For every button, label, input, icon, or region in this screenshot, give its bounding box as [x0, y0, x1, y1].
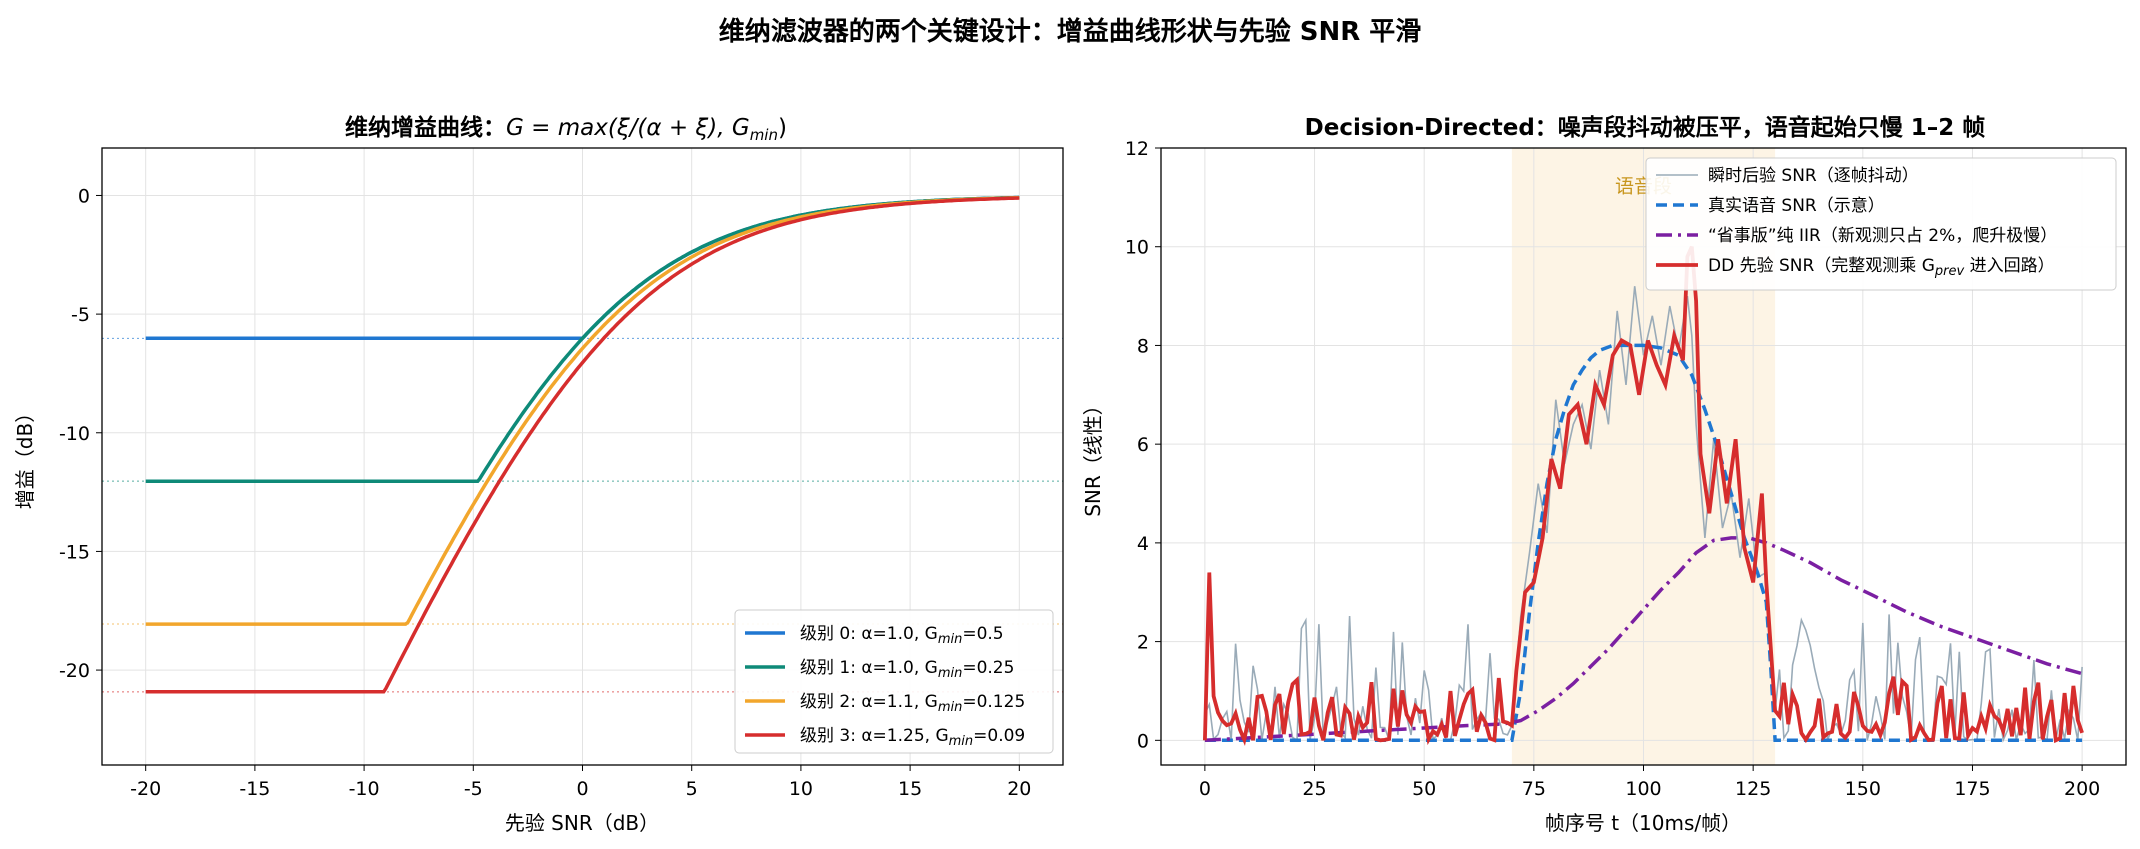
right-legend-label-0: 瞬时后验 SNR（逐帧抖动） [1708, 166, 1919, 186]
right-y-tick-label: 0 [1137, 730, 1149, 752]
left-title-formula: G = max(ξ/(α + ξ), G [506, 115, 750, 141]
left-y-tick-label: -10 [59, 423, 90, 445]
right-y-tick-label: 2 [1137, 632, 1149, 654]
legend-label-level-2: 级别 2: α=1.1, Gmin=0.125 [800, 692, 1025, 715]
right-x-tick-label: 175 [1954, 778, 1990, 800]
snr-series-line-2 [1204, 536, 2083, 743]
left-x-tick-label: -15 [239, 778, 270, 800]
snr-series-line-1 [1204, 343, 2083, 743]
snr-series-line-3 [1203, 245, 2084, 747]
right-legend-label-2: “省事版”纯 IIR（新观测只占 2%，爬升极慢） [1708, 225, 2057, 246]
right-x-tick-label: 150 [1845, 778, 1881, 800]
right-x-tick-label: 200 [2064, 778, 2100, 800]
left-y-tick-label: -15 [59, 541, 90, 563]
gain-curve-panel: 维纳增益曲线：G = max(ξ/(α + ξ), Gmin) -20 -15 -1… [13, 114, 1064, 835]
right-legend-label-1: 真实语音 SNR（示意） [1708, 196, 1885, 216]
left-x-tick-label: 15 [898, 778, 922, 800]
right-legend: 瞬时后验 SNR（逐帧抖动） 真实语音 SNR（示意） “省事版”纯 IIR（新观测… [1645, 157, 2117, 291]
left-y-tick-label: -20 [59, 660, 90, 682]
left-x-tick-label: 20 [1007, 778, 1031, 800]
legend-label-level-3: 级别 3: α=1.25, Gmin=0.09 [800, 726, 1025, 749]
right-y-tick-label: 6 [1137, 434, 1149, 456]
right-x-tick-label: 100 [1625, 778, 1661, 800]
right-legend-box [1645, 157, 2117, 291]
right-x-tick-label: 25 [1302, 778, 1326, 800]
figure-suptitle: 维纳滤波器的两个关键设计：增益曲线形状与先验 SNR 平滑 [719, 16, 1422, 47]
left-x-tick-label: -5 [464, 778, 483, 800]
left-panel-title: 维纳增益曲线：G = max(ξ/(α + ξ), Gmin) [345, 114, 787, 144]
left-title-formula-sub: min [750, 126, 778, 144]
right-x-tick-label: 0 [1199, 778, 1211, 800]
right-y-axis-label: SNR（线性） [1081, 395, 1105, 517]
snr-series-line-0 [1204, 286, 2083, 743]
gain-curve-line-level-3 [145, 196, 1020, 694]
left-x-axis-label: 先验 SNR（dB） [505, 811, 659, 835]
dd-snr-panel: Decision-Directed：噪声段抖动被压平，语音起始只慢 1–2 帧 … [1081, 114, 2127, 835]
left-y-axis-label: 增益（dB） [13, 403, 37, 509]
right-y-tick-label: 4 [1137, 533, 1149, 555]
right-legend-label-3: DD 先验 SNR（完整观测乘 Gprev 进入回路） [1708, 256, 2055, 279]
right-y-tick-label: 8 [1137, 335, 1149, 357]
left-legend-box [734, 609, 1054, 754]
right-y-tick-label: 12 [1125, 138, 1149, 160]
left-title-prefix: 维纳增益曲线： [345, 114, 506, 141]
right-x-tick-label: 75 [1522, 778, 1546, 800]
left-x-tick-label: -10 [349, 778, 380, 800]
left-x-tick-label: -20 [130, 778, 161, 800]
right-x-axis-label: 帧序号 t（10ms/帧） [1545, 811, 1741, 835]
right-y-tick-label: 10 [1125, 237, 1149, 259]
right-x-tick-label: 50 [1412, 778, 1436, 800]
left-y-tick-label: -5 [71, 304, 90, 326]
left-y-tick-label: 0 [78, 185, 90, 207]
legend-label-level-1: 级别 1: α=1.0, Gmin=0.25 [800, 658, 1014, 681]
left-x-tick-label: 5 [686, 778, 698, 800]
right-x-tick-label: 125 [1735, 778, 1771, 800]
legend-label-level-0: 级别 0: α=1.0, Gmin=0.5 [800, 624, 1004, 647]
left-x-tick-label: 0 [576, 778, 588, 800]
left-legend: 级别 0: α=1.0, Gmin=0.5 级别 1: α=1.0, Gmin=0… [734, 609, 1054, 754]
right-panel-title: Decision-Directed：噪声段抖动被压平，语音起始只慢 1–2 帧 [1305, 114, 1986, 141]
left-x-tick-label: 10 [789, 778, 813, 800]
left-title-formula-end: ) [778, 115, 787, 141]
